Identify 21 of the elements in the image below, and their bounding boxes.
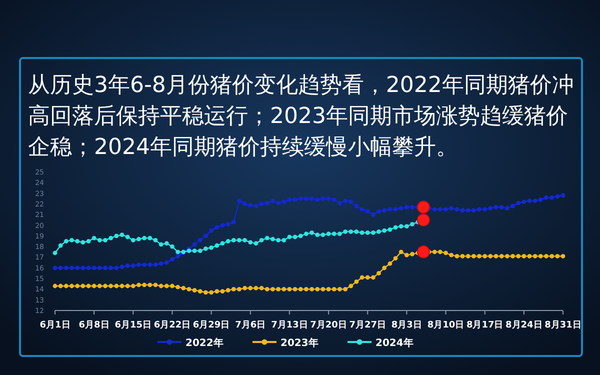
x-tick-label: 8月3日 bbox=[391, 320, 422, 330]
x-tick-label: 7月13日 bbox=[271, 320, 308, 330]
x-tick-label: 6月15日 bbox=[114, 320, 152, 330]
x-tick-label: 8月10日 bbox=[427, 320, 464, 330]
x-tick-label: 6月22日 bbox=[154, 320, 191, 330]
x-tick-label: 6月29日 bbox=[192, 320, 230, 330]
legend-label: 2024年 bbox=[376, 337, 414, 349]
x-tick-label: 8月31日 bbox=[544, 320, 582, 330]
legend-label: 2023年 bbox=[280, 337, 318, 349]
x-tick-label: 6月1日 bbox=[40, 320, 70, 330]
point bbox=[416, 245, 430, 258]
x-tick-label: 7月27日 bbox=[349, 320, 386, 330]
x-tick-label: 8月17日 bbox=[466, 320, 504, 330]
x-tick-label: 7月6日 bbox=[235, 320, 266, 330]
x-tick-label: 7月20日 bbox=[310, 320, 347, 330]
legend-label: 2022年 bbox=[186, 337, 224, 349]
x-tick-label: 6月8日 bbox=[78, 320, 110, 330]
x-tick-label: 8月24日 bbox=[506, 320, 542, 330]
point bbox=[416, 213, 430, 226]
point bbox=[416, 200, 430, 214]
chart-title: 从历史3年6-8月份猪价变化趋势看，2022年同期猪价冲高回落后保持平稳运行；2023年同期市场涨势趋缓猪价企稳；2024年同期猪价持续缓慢小幅攀升。 bbox=[28, 72, 575, 162]
